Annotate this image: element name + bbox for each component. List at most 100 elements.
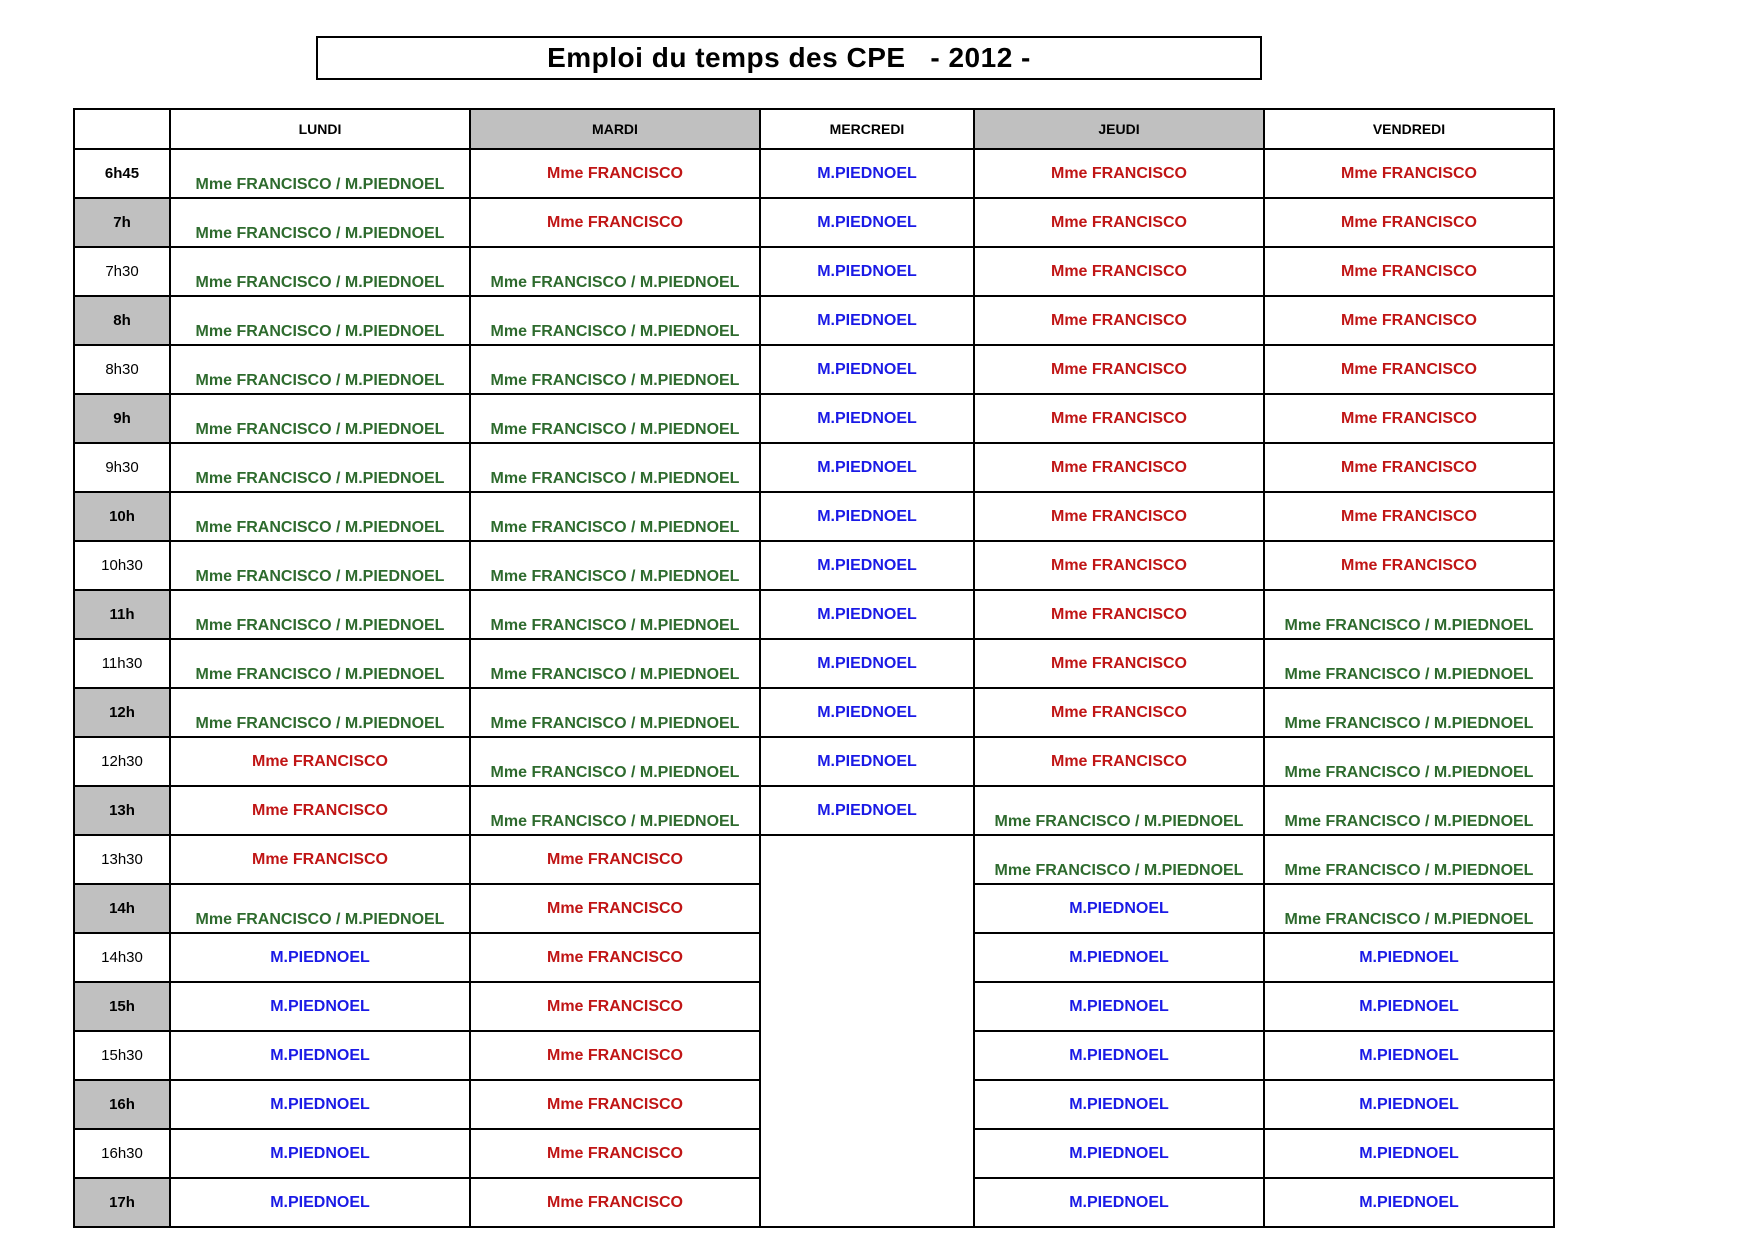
row-12h30: 12h30 Mme FRANCISCO Mme FRANCISCO / M.PIED…	[73, 736, 1555, 787]
schedule-cell: Mme FRANCISCO	[1263, 540, 1555, 591]
time-label: 11h	[73, 589, 171, 640]
schedule-cell: M.PIEDNOEL	[973, 883, 1265, 934]
schedule-cell: Mme FRANCISCO	[169, 785, 471, 836]
schedule-cell: Mme FRANCISCO	[973, 393, 1265, 444]
schedule-cell: M.PIEDNOEL	[973, 1030, 1265, 1081]
schedule-cell: M.PIEDNOEL	[169, 1030, 471, 1081]
row-6h45: 6h45 Mme FRANCISCO / M.PIEDNOEL Mme FRANCI…	[73, 148, 1555, 199]
schedule-cell: Mme FRANCISCO / M.PIEDNOEL	[469, 687, 761, 738]
time-label: 10h	[73, 491, 171, 542]
row-11h: 11h Mme FRANCISCO / M.PIEDNOEL Mme FRANCIS…	[73, 589, 1555, 640]
schedule-cell: M.PIEDNOEL	[1263, 1128, 1555, 1179]
day-header-vendredi: VENDREDI	[1263, 108, 1555, 150]
row-12h: 12h Mme FRANCISCO / M.PIEDNOEL Mme FRANCIS…	[73, 687, 1555, 738]
schedule-cell: Mme FRANCISCO	[973, 540, 1265, 591]
day-header-mercredi: MERCREDI	[759, 108, 975, 150]
schedule-cell: M.PIEDNOEL	[759, 785, 975, 836]
schedule-cell: M.PIEDNOEL	[1263, 932, 1555, 983]
schedule-cell: Mme FRANCISCO / M.PIEDNOEL	[1263, 736, 1555, 787]
schedule-cell: M.PIEDNOEL	[759, 540, 975, 591]
schedule-cell: M.PIEDNOEL	[759, 589, 975, 640]
schedule-cell: M.PIEDNOEL	[169, 932, 471, 983]
schedule-cell: M.PIEDNOEL	[759, 393, 975, 444]
schedule-cell: Mme FRANCISCO	[973, 589, 1265, 640]
schedule-cell: Mme FRANCISCO / M.PIEDNOEL	[1263, 638, 1555, 689]
schedule-cell: Mme FRANCISCO / M.PIEDNOEL	[169, 540, 471, 591]
schedule-cell: Mme FRANCISCO	[469, 1128, 761, 1179]
schedule-cell: M.PIEDNOEL	[759, 148, 975, 199]
schedule-cell: Mme FRANCISCO	[1263, 197, 1555, 248]
schedule-cell: M.PIEDNOEL	[973, 981, 1265, 1032]
time-label: 10h30	[73, 540, 171, 591]
schedule-cell: Mme FRANCISCO / M.PIEDNOEL	[169, 246, 471, 297]
row-14h30: 14h30 M.PIEDNOEL Mme FRANCISCO M.PIEDNOEL M.…	[73, 932, 1555, 983]
schedule-cell: Mme FRANCISCO	[973, 197, 1265, 248]
time-label: 9h	[73, 393, 171, 444]
schedule-cell: Mme FRANCISCO / M.PIEDNOEL	[1263, 834, 1555, 885]
schedule-cell: Mme FRANCISCO / M.PIEDNOEL	[469, 491, 761, 542]
empty-cell	[759, 834, 975, 1228]
schedule-cell: Mme FRANCISCO / M.PIEDNOEL	[973, 785, 1265, 836]
time-label: 8h	[73, 295, 171, 346]
schedule-cell: M.PIEDNOEL	[1263, 1177, 1555, 1228]
schedule-cell: Mme FRANCISCO / M.PIEDNOEL	[469, 344, 761, 395]
header-row: LUNDI MARDI MERCREDI JEUDI VENDREDI	[73, 108, 1555, 150]
schedule-cell: Mme FRANCISCO / M.PIEDNOEL	[1263, 785, 1555, 836]
schedule-cell: Mme FRANCISCO	[1263, 295, 1555, 346]
schedule-cell: M.PIEDNOEL	[759, 344, 975, 395]
schedule-cell: Mme FRANCISCO	[469, 1177, 761, 1228]
schedule-cell: Mme FRANCISCO	[469, 834, 761, 885]
schedule-cell: Mme FRANCISCO / M.PIEDNOEL	[169, 344, 471, 395]
schedule-cell: Mme FRANCISCO / M.PIEDNOEL	[973, 834, 1265, 885]
schedule-cell: Mme FRANCISCO / M.PIEDNOEL	[169, 148, 471, 199]
schedule-cell: Mme FRANCISCO	[973, 442, 1265, 493]
schedule-cell: Mme FRANCISCO	[973, 246, 1265, 297]
schedule-cell: M.PIEDNOEL	[759, 197, 975, 248]
schedule-cell: Mme FRANCISCO / M.PIEDNOEL	[469, 442, 761, 493]
schedule-cell: Mme FRANCISCO	[1263, 491, 1555, 542]
schedule-cell: M.PIEDNOEL	[1263, 981, 1555, 1032]
schedule-cell: Mme FRANCISCO / M.PIEDNOEL	[169, 589, 471, 640]
schedule-cell: Mme FRANCISCO / M.PIEDNOEL	[169, 687, 471, 738]
time-label: 9h30	[73, 442, 171, 493]
schedule-cell: Mme FRANCISCO / M.PIEDNOEL	[469, 246, 761, 297]
schedule-cell: M.PIEDNOEL	[973, 1177, 1265, 1228]
schedule-cell: Mme FRANCISCO	[973, 148, 1265, 199]
schedule-cell: Mme FRANCISCO	[1263, 344, 1555, 395]
schedule-cell: M.PIEDNOEL	[759, 491, 975, 542]
schedule-cell: M.PIEDNOEL	[759, 687, 975, 738]
schedule-cell: Mme FRANCISCO	[469, 197, 761, 248]
time-label: 15h	[73, 981, 171, 1032]
schedule-cell: Mme FRANCISCO	[973, 295, 1265, 346]
row-16h30: 16h30 M.PIEDNOEL Mme FRANCISCO M.PIEDNOEL M.…	[73, 1128, 1555, 1179]
time-label: 13h30	[73, 834, 171, 885]
schedule-cell: Mme FRANCISCO / M.PIEDNOEL	[469, 540, 761, 591]
schedule-cell: Mme FRANCISCO / M.PIEDNOEL	[169, 393, 471, 444]
schedule-cell: Mme FRANCISCO / M.PIEDNOEL	[469, 638, 761, 689]
schedule-cell: Mme FRANCISCO	[469, 1079, 761, 1130]
schedule-cell: Mme FRANCISCO	[1263, 393, 1555, 444]
schedule-cell: Mme FRANCISCO	[169, 834, 471, 885]
time-label: 14h30	[73, 932, 171, 983]
schedule-cell: Mme FRANCISCO	[169, 736, 471, 787]
day-header-lundi: LUNDI	[169, 108, 471, 150]
schedule-cell: M.PIEDNOEL	[759, 442, 975, 493]
schedule-cell: Mme FRANCISCO / M.PIEDNOEL	[169, 197, 471, 248]
schedule-cell: Mme FRANCISCO / M.PIEDNOEL	[169, 295, 471, 346]
row-8h: 8h Mme FRANCISCO / M.PIEDNOEL Mme FRANCISC…	[73, 295, 1555, 346]
schedule-cell: Mme FRANCISCO	[973, 491, 1265, 542]
schedule-cell: Mme FRANCISCO	[469, 1030, 761, 1081]
day-header-jeudi: JEUDI	[973, 108, 1265, 150]
schedule-cell: M.PIEDNOEL	[169, 1128, 471, 1179]
schedule-cell: M.PIEDNOEL	[759, 638, 975, 689]
schedule-cell: Mme FRANCISCO	[973, 638, 1265, 689]
row-11h30: 11h30 Mme FRANCISCO / M.PIEDNOEL Mme FRANC…	[73, 638, 1555, 689]
row-10h30: 10h30 Mme FRANCISCO / M.PIEDNOEL Mme FRANC…	[73, 540, 1555, 591]
row-8h30: 8h30 Mme FRANCISCO / M.PIEDNOEL Mme FRANCI…	[73, 344, 1555, 395]
schedule-cell: Mme FRANCISCO / M.PIEDNOEL	[1263, 589, 1555, 640]
schedule-cell: Mme FRANCISCO	[469, 883, 761, 934]
timetable: LUNDI MARDI MERCREDI JEUDI VENDREDI 6h45 Mme …	[73, 108, 1555, 1228]
row-15h30: 15h30 M.PIEDNOEL Mme FRANCISCO M.PIEDNOEL M.…	[73, 1030, 1555, 1081]
row-13h: 13h Mme FRANCISCO Mme FRANCISCO / M.PIEDNO…	[73, 785, 1555, 836]
